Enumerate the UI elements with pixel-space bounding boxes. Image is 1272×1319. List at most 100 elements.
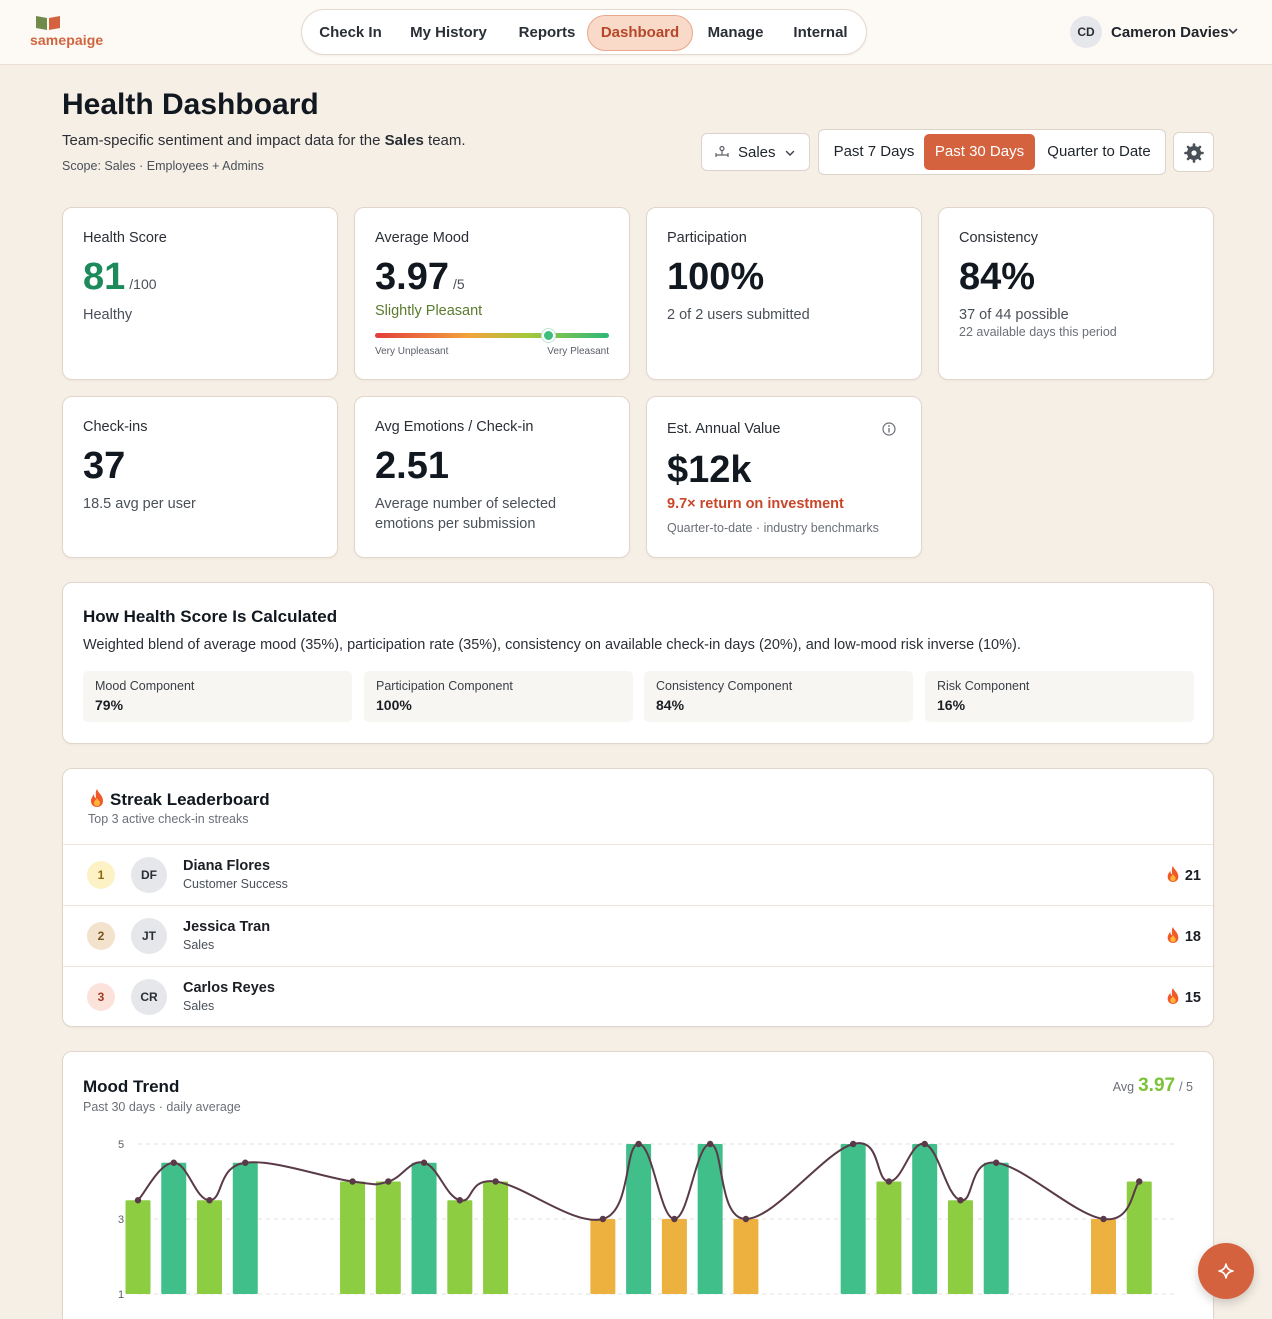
- range-past-7-days[interactable]: Past 7 Days: [833, 143, 915, 160]
- consistency-component: Consistency Component 84%: [644, 671, 913, 722]
- mood-trend-panel: Mood Trend Past 30 days · daily average …: [62, 1051, 1214, 1319]
- streak-count: 15: [1165, 987, 1201, 1006]
- mood-bar: [840, 1144, 866, 1294]
- participation-component: Participation Component 100%: [364, 671, 633, 722]
- average-mood-unit: /5: [452, 276, 465, 292]
- check-ins-card: Check-ins 37 18.5 avg per user: [62, 396, 338, 558]
- mood-point: [420, 1159, 428, 1166]
- streak-value: 21: [1184, 868, 1201, 884]
- scope-text: Scope: Sales · Employees + Admins: [62, 159, 264, 173]
- mood-bar: [626, 1144, 652, 1294]
- card-label: Avg Emotions / Check-in: [375, 419, 534, 435]
- team-select[interactable]: Sales: [701, 133, 810, 171]
- mood-point: [492, 1178, 499, 1185]
- member-team: Sales: [183, 999, 215, 1013]
- nav-reports[interactable]: Reports: [518, 24, 576, 41]
- component-label: Consistency Component: [656, 679, 793, 693]
- main-nav: Check In My History Reports Dashboard Ma…: [301, 9, 867, 55]
- mood-bar: [197, 1200, 223, 1294]
- member-name: Jessica Tran: [183, 919, 271, 935]
- health-status: Healthy: [83, 307, 133, 323]
- consistency-note: 22 available days this period: [959, 325, 1117, 339]
- range-past-30-days[interactable]: Past 30 Days: [924, 134, 1035, 170]
- avg-value: 3.97: [1138, 1075, 1176, 1096]
- assistant-button[interactable]: [1198, 1243, 1254, 1299]
- health-score-unit: /100: [129, 276, 157, 292]
- y-tick-label: 3: [118, 1214, 124, 1226]
- mood-point: [1100, 1215, 1107, 1223]
- mood-bar: [876, 1181, 902, 1294]
- range-quarter-to-date[interactable]: Quarter to Date: [1047, 143, 1151, 160]
- y-tick-label: 5: [118, 1139, 124, 1151]
- component-value: 84%: [656, 697, 685, 713]
- card-label: Check-ins: [83, 419, 148, 435]
- flame-icon: [1167, 866, 1179, 882]
- mood-trend-line: [137, 1142, 1141, 1221]
- mood-point: [349, 1178, 356, 1185]
- participation-card: Participation 100% 2 of 2 users submitte…: [646, 207, 922, 380]
- mood-bar: [161, 1162, 187, 1294]
- leaderboard-row: 2 JT Jessica Tran Sales 18: [63, 905, 1213, 966]
- mood-point: [385, 1178, 392, 1185]
- avg-emotions-value: 2.51: [375, 445, 449, 487]
- page-title: Health Dashboard: [62, 88, 319, 121]
- book-logo-icon: [36, 16, 60, 30]
- rank-badge: 2: [87, 922, 115, 950]
- nav-dashboard[interactable]: Dashboard: [587, 15, 693, 51]
- mood-point: [456, 1197, 464, 1204]
- team-select-value: Sales: [738, 144, 776, 161]
- info-icon[interactable]: [882, 422, 896, 436]
- mood-bar: [483, 1181, 509, 1294]
- avg-label: Avg: [1112, 1080, 1135, 1094]
- nav-internal[interactable]: Internal: [793, 24, 848, 41]
- check-ins-value: 37: [83, 445, 126, 487]
- chevron-down-icon: [1228, 28, 1238, 35]
- subtitle-suffix: team.: [423, 132, 466, 149]
- nav-my-history[interactable]: My History: [410, 24, 487, 41]
- mood-trend-chart: 1 3 5: [118, 1139, 1175, 1301]
- settings-button[interactable]: [1173, 132, 1214, 172]
- streak-value: 18: [1184, 929, 1201, 945]
- mood-bar: [733, 1219, 759, 1294]
- mood-bar: [1090, 1219, 1116, 1294]
- leaderboard-title: Streak Leaderboard: [88, 788, 270, 810]
- flame-icon: [1167, 988, 1179, 1004]
- mood-point: [671, 1215, 678, 1223]
- avg-emotions-sub: Average number of selected emotions per …: [375, 496, 557, 532]
- nav-check-in[interactable]: Check In: [319, 24, 382, 41]
- rank-badge: 1: [87, 861, 115, 889]
- flame-icon: [1167, 927, 1179, 943]
- flame-icon: [91, 789, 103, 807]
- consistency-sub: 37 of 44 possible: [959, 307, 1069, 323]
- card-label: Participation: [667, 230, 747, 246]
- mood-scale-low: Very Unpleasant: [375, 346, 449, 357]
- mood-bar: [661, 1219, 687, 1294]
- annual-value: $12k: [667, 449, 752, 491]
- nav-manage[interactable]: Manage: [707, 24, 764, 41]
- mood-trend-title: Mood Trend: [83, 1077, 180, 1096]
- avg-emotions-card: Avg Emotions / Check-in 2.51 Average num…: [354, 396, 630, 558]
- mood-point: [957, 1197, 964, 1204]
- mood-bar: [447, 1200, 473, 1294]
- page-subtitle: Team-specific sentiment and impact data …: [62, 132, 466, 149]
- card-label: Consistency: [959, 230, 1038, 246]
- sparkle-icon: [1218, 1263, 1234, 1279]
- check-ins-sub: 18.5 avg per user: [83, 496, 196, 512]
- roi-text: 9.7× return on investment: [667, 496, 844, 512]
- streak-value: 15: [1184, 990, 1201, 1006]
- health-score-value: 81/100: [83, 256, 157, 299]
- mood-point: [706, 1140, 714, 1148]
- mood-bar: [983, 1162, 1009, 1294]
- health-calc-panel: How Health Score Is Calculated Weighted …: [62, 582, 1214, 744]
- average-mood-card: Average Mood 3.97/5 Slightly Pleasant Ve…: [354, 207, 630, 380]
- card-label: Health Score: [83, 230, 167, 246]
- member-name: Carlos Reyes: [183, 980, 275, 996]
- mood-bar: [411, 1162, 437, 1294]
- avg-unit: / 5: [1179, 1080, 1193, 1094]
- member-name: Diana Flores: [183, 858, 271, 874]
- date-range-toggle: Past 7 Days Past 30 Days Quarter to Date: [818, 129, 1166, 175]
- subtitle-text: Team-specific sentiment and impact data …: [62, 132, 385, 149]
- streak-count: 18: [1165, 926, 1201, 945]
- brand-logo[interactable]: samepaige: [30, 15, 110, 49]
- chevron-down-icon: [785, 150, 795, 156]
